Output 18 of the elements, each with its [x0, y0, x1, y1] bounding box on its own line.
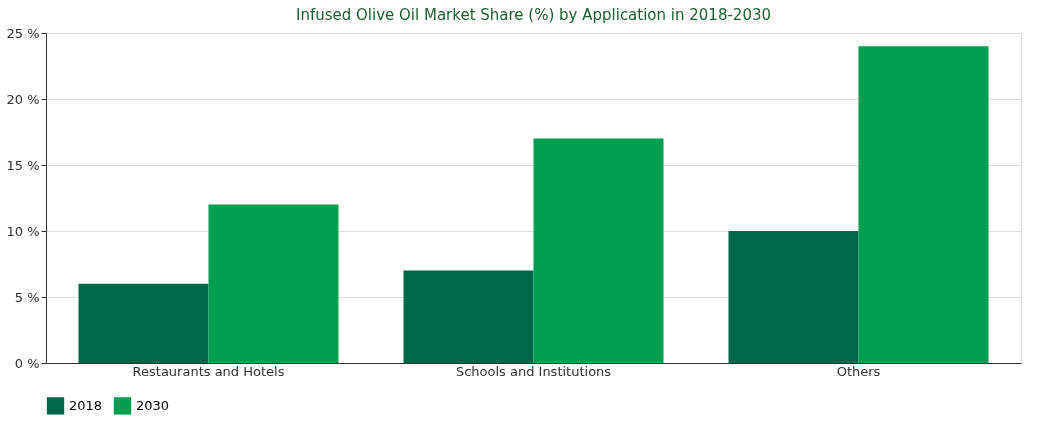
- bar: [78, 283, 209, 363]
- bar: [858, 46, 989, 363]
- bar: [403, 270, 534, 363]
- x-tick-label: Schools and Institutions: [455, 363, 612, 379]
- x-tick-label: Others: [836, 363, 881, 379]
- legend-label: 2018: [69, 397, 103, 413]
- chart-title: Infused Olive Oil Market Share (%) by Application in 2018-2030: [295, 6, 772, 24]
- x-tick-label: Restaurants and Hotels: [132, 363, 285, 379]
- y-tick-label: 25 %: [6, 25, 40, 41]
- legend-label: 2030: [136, 397, 170, 413]
- y-tick-label: 15 %: [6, 157, 40, 173]
- bar: [728, 231, 859, 363]
- bar: [208, 204, 339, 363]
- y-tick-label: 0 %: [14, 355, 40, 371]
- bar: [533, 138, 664, 363]
- y-tick-label: 10 %: [6, 223, 40, 239]
- y-tick-label: 5 %: [14, 289, 40, 305]
- y-tick-label: 20 %: [6, 91, 40, 107]
